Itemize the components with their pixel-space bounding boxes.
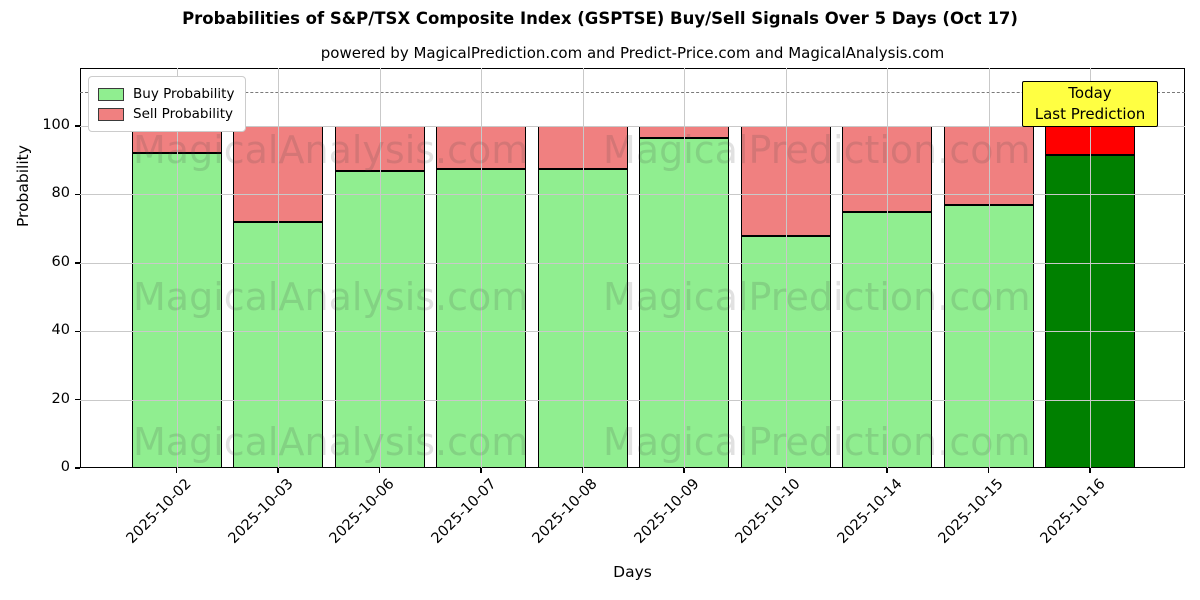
x-tick-mark <box>175 468 178 473</box>
legend-label-buy: Buy Probability <box>133 86 235 102</box>
x-tick-mark <box>1089 468 1091 473</box>
x-tick-mark <box>277 468 279 473</box>
y-tick-label: 20 <box>51 390 70 407</box>
sell-swatch-icon <box>98 107 124 121</box>
chart-title: Probabilities of S&P/TSX Composite Index… <box>182 9 1018 28</box>
y-tick-mark <box>75 330 80 332</box>
y-tick-label: 0 <box>60 459 70 475</box>
y-tick-label: 40 <box>51 322 70 339</box>
x-tick-label: 2025-10-15 <box>935 476 1007 547</box>
y-axis-title: Probability <box>14 145 32 228</box>
x-gridline <box>684 68 685 468</box>
legend-label-sell: Sell Probability <box>133 106 234 122</box>
x-tick-label: 2025-10-03 <box>225 476 297 547</box>
y-tick-mark <box>75 262 80 264</box>
x-gridline <box>887 68 888 468</box>
x-gridline <box>785 68 787 468</box>
y-tick-mark <box>75 193 80 196</box>
y-tick-label: 100 <box>42 117 70 134</box>
x-tick-mark <box>378 468 381 473</box>
x-tick-label: 2025-10-09 <box>631 476 703 547</box>
y-gridline <box>80 399 1185 401</box>
x-gridline <box>278 68 279 468</box>
x-tick-label: 2025-10-08 <box>529 476 601 547</box>
x-tick-label: 2025-10-10 <box>732 476 804 547</box>
today-annotation-line2: Last Prediction <box>1034 105 1146 123</box>
y-gridline <box>80 126 1185 128</box>
today-annotation: Today Last Prediction <box>1022 81 1158 127</box>
x-tick-mark <box>886 468 888 473</box>
x-tick-label: 2025-10-16 <box>1037 476 1109 547</box>
x-tick-mark <box>480 468 482 473</box>
x-gridline <box>988 68 990 468</box>
legend-item-buy: Buy Probability <box>98 84 234 104</box>
legend: Buy Probability Sell Probability <box>88 76 247 132</box>
x-axis-title: Days <box>613 563 652 581</box>
x-tick-label: 2025-10-14 <box>834 476 906 547</box>
buy-swatch-icon <box>98 87 124 101</box>
y-tick-mark <box>75 398 80 401</box>
x-tick-mark <box>784 468 787 473</box>
x-tick-label: 2025-10-07 <box>428 476 500 547</box>
y-tick-mark <box>75 125 80 127</box>
x-tick-label: 2025-10-06 <box>326 476 398 547</box>
y-tick-mark <box>75 467 80 469</box>
threshold-dashed-line <box>80 91 1185 93</box>
x-tick-mark <box>581 468 584 473</box>
x-gridline <box>176 68 178 468</box>
x-tick-label: 2025-10-02 <box>123 476 195 547</box>
today-annotation-line1: Today <box>1068 84 1112 102</box>
y-tick-label: 60 <box>51 253 70 270</box>
x-gridline <box>582 68 584 468</box>
x-tick-mark <box>987 468 990 473</box>
y-gridline <box>80 331 1185 333</box>
y-gridline <box>80 194 1185 196</box>
chart-subtitle: powered by MagicalPrediction.com and Pre… <box>320 44 945 62</box>
x-tick-mark <box>683 468 685 473</box>
x-gridline <box>379 68 381 468</box>
x-gridline <box>1090 68 1091 468</box>
y-tick-label: 80 <box>51 185 70 202</box>
y-gridline <box>80 262 1185 264</box>
legend-item-sell: Sell Probability <box>98 104 234 124</box>
x-gridline <box>481 68 482 468</box>
